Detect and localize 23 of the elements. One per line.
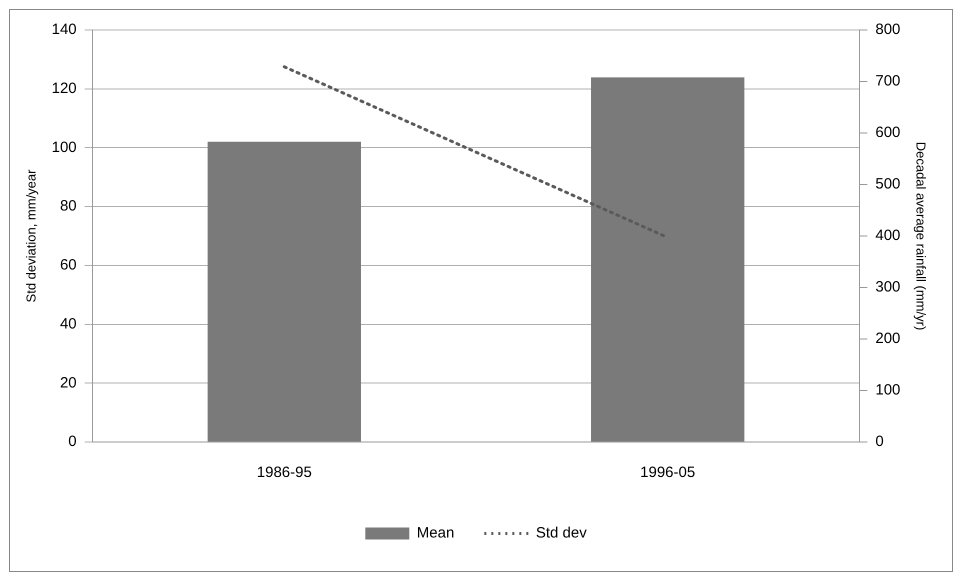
y-tick-label: 40 <box>60 315 77 332</box>
y2-axis-title: Decadal average rainfall (mm/yr) <box>914 142 929 330</box>
y2-tick-label: 300 <box>875 278 900 296</box>
y2-tick-label: 400 <box>875 227 900 244</box>
y2-tick-label: 500 <box>875 176 900 193</box>
y-tick-label: 60 <box>60 256 77 274</box>
x-tick-label: 1996-05 <box>640 464 696 482</box>
legend-label: Mean <box>416 524 454 542</box>
y-tick-label: 100 <box>52 138 77 156</box>
legend-label: Std dev <box>536 524 588 542</box>
y2-tick-label: 200 <box>875 330 900 348</box>
y2-tick-label: 600 <box>875 124 900 142</box>
y-tick-label: 20 <box>60 374 77 392</box>
y2-tick-label: 0 <box>875 433 884 450</box>
y2-tick-label: 800 <box>875 21 900 38</box>
y-tick-label: 140 <box>52 21 77 38</box>
x-tick-label: 1986-95 <box>256 464 312 482</box>
y-tick-label: 0 <box>68 433 77 450</box>
y2-tick-label: 700 <box>875 72 900 90</box>
y2-tick-label: 100 <box>875 382 900 399</box>
y-tick-label: 80 <box>60 198 77 215</box>
y-tick-label: 120 <box>52 80 77 97</box>
y-axis-title: Std deviation, mm/year <box>23 168 38 302</box>
